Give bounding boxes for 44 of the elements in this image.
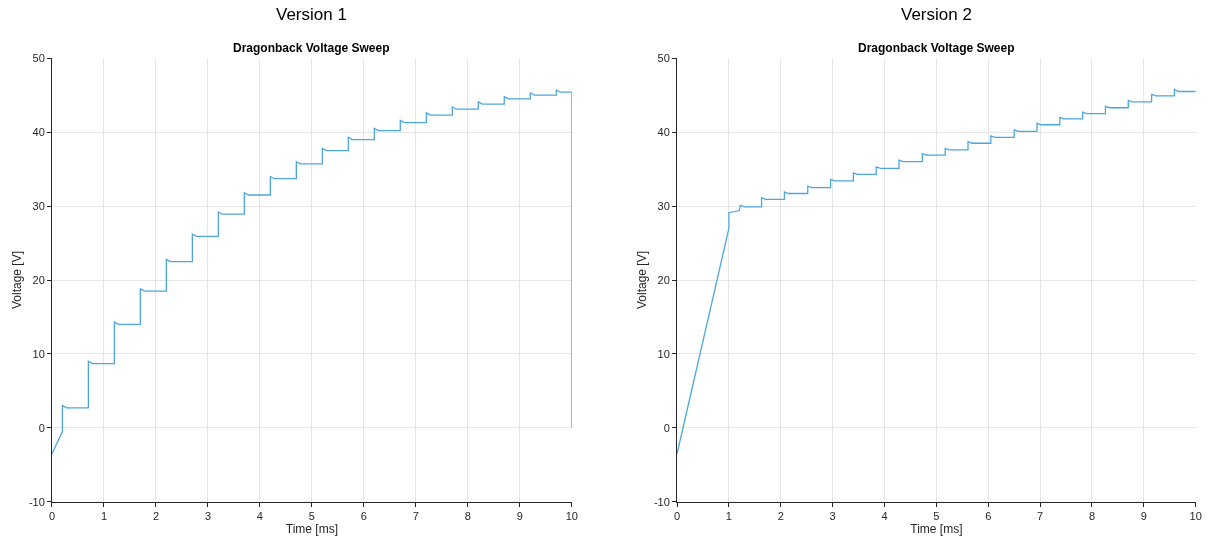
x-tick-label: 0 (673, 510, 681, 523)
x-tick-label: 4 (256, 510, 263, 523)
y-tick-label: 40 (657, 125, 670, 138)
y-tick-label: 0 (38, 421, 45, 434)
y-tick-label: 30 (657, 199, 670, 212)
x-tick-label: 8 (1088, 510, 1096, 523)
x-tick-label: 3 (204, 510, 212, 523)
y-tick-label: 50 (32, 52, 45, 65)
y-tick-label: 50 (657, 52, 670, 65)
y-tick-label: 0 (663, 421, 670, 434)
chart-subtitle: Dragonback Voltage Sweep (858, 41, 1015, 55)
x-tick-label: 2 (777, 510, 784, 523)
y-axis-title: Voltage [V] (635, 250, 650, 310)
y-tick-label: 30 (32, 199, 45, 212)
chart-title: Version 2 (901, 5, 972, 24)
x-axis-title: Time [ms] (910, 522, 963, 537)
x-tick-label: 10 (565, 510, 578, 523)
y-tick-label: 10 (32, 347, 45, 360)
x-tick-label: 10 (1189, 510, 1202, 523)
x-tick-label: 9 (1140, 510, 1147, 523)
chart-subtitle: Dragonback Voltage Sweep (233, 41, 390, 55)
y-tick-label: 40 (32, 125, 45, 138)
x-tick-label: 8 (464, 510, 471, 523)
x-tick-label: 0 (48, 510, 56, 523)
x-tick-label: 3 (829, 510, 836, 523)
x-tick-label: 4 (881, 510, 888, 523)
chart-title: Version 1 (276, 5, 347, 24)
x-tick-label: 1 (100, 510, 108, 523)
y-axis-title: Voltage [V] (10, 250, 25, 310)
y-tick-label: 20 (657, 273, 670, 286)
y-tick-label: 20 (32, 273, 45, 286)
x-tick-label: 2 (152, 510, 160, 523)
y-tick-label: 10 (657, 347, 670, 360)
x-tick-label: 7 (412, 510, 419, 523)
x-tick-label: 9 (516, 510, 523, 523)
y-tick-label: -10 (28, 495, 45, 508)
x-tick-label: 5 (308, 510, 315, 523)
x-axis-title: Time [ms] (285, 522, 339, 537)
x-tick-label: 6 (360, 510, 367, 523)
x-tick-label: 6 (985, 510, 992, 523)
y-tick-label: -10 (653, 495, 670, 508)
x-tick-label: 7 (1037, 510, 1044, 523)
x-tick-label: 1 (725, 510, 732, 523)
x-tick-label: 5 (933, 510, 940, 523)
